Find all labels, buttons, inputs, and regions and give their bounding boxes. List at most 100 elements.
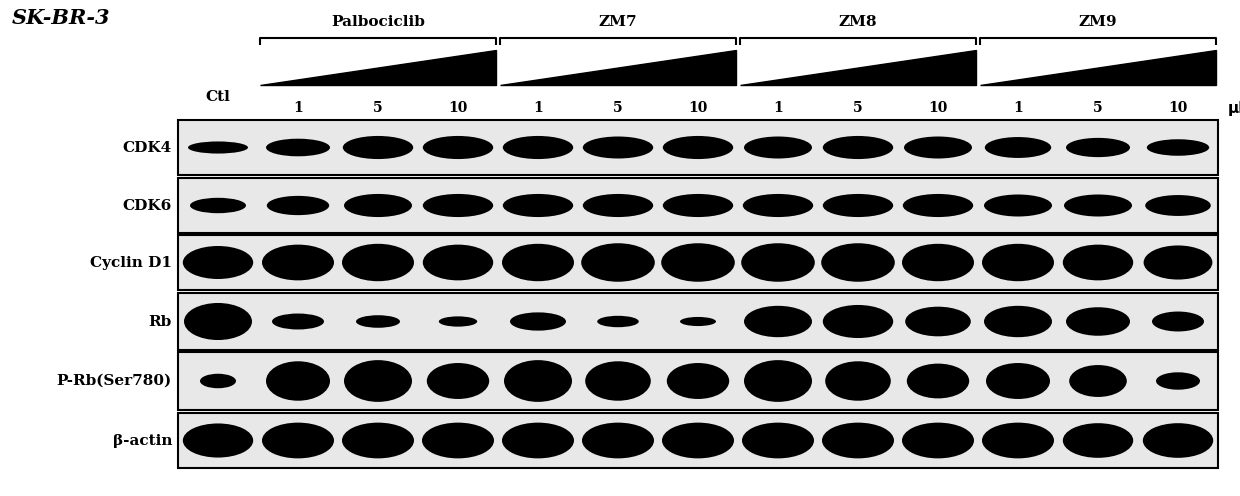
Ellipse shape	[262, 423, 334, 458]
Text: 5: 5	[853, 101, 863, 115]
Text: 10: 10	[688, 101, 708, 115]
Ellipse shape	[742, 423, 813, 458]
Ellipse shape	[662, 423, 734, 458]
Ellipse shape	[343, 194, 412, 217]
Ellipse shape	[423, 194, 494, 217]
Bar	[179, 178, 1218, 233]
Text: P-Rb(Ser780): P-Rb(Ser780)	[57, 374, 172, 388]
Ellipse shape	[1064, 194, 1132, 216]
Bar	[179, 235, 1218, 290]
Ellipse shape	[821, 243, 895, 282]
Text: Palbociclib: Palbociclib	[331, 15, 425, 29]
Ellipse shape	[342, 244, 414, 281]
Ellipse shape	[510, 312, 565, 331]
Text: μM: μM	[1228, 101, 1240, 116]
Ellipse shape	[423, 245, 494, 280]
Ellipse shape	[985, 306, 1052, 337]
Ellipse shape	[744, 306, 812, 337]
Ellipse shape	[582, 243, 655, 282]
Ellipse shape	[182, 424, 253, 457]
Ellipse shape	[744, 136, 812, 159]
Ellipse shape	[262, 245, 334, 280]
Text: SK-BR-3: SK-BR-3	[12, 8, 110, 28]
Ellipse shape	[906, 364, 970, 398]
Ellipse shape	[343, 360, 412, 402]
Text: 5: 5	[614, 101, 622, 115]
Ellipse shape	[356, 315, 401, 328]
Ellipse shape	[903, 194, 973, 217]
Text: 10: 10	[929, 101, 947, 115]
Ellipse shape	[661, 243, 735, 282]
Ellipse shape	[267, 139, 330, 156]
Text: CDK6: CDK6	[123, 198, 172, 212]
Ellipse shape	[422, 423, 494, 458]
Ellipse shape	[267, 196, 329, 215]
Ellipse shape	[200, 374, 236, 388]
Text: ZM9: ZM9	[1079, 15, 1117, 29]
Ellipse shape	[342, 136, 413, 159]
Text: CDK4: CDK4	[123, 140, 172, 154]
Ellipse shape	[905, 307, 971, 336]
Polygon shape	[259, 50, 496, 85]
Bar	[179, 293, 1218, 350]
Text: β-actin: β-actin	[113, 434, 172, 447]
Ellipse shape	[1156, 372, 1200, 390]
Ellipse shape	[667, 363, 729, 399]
Ellipse shape	[1066, 138, 1130, 157]
Text: Cyclin D1: Cyclin D1	[91, 255, 172, 269]
Ellipse shape	[423, 136, 494, 159]
Ellipse shape	[502, 194, 573, 217]
Ellipse shape	[1143, 246, 1213, 280]
Text: 1: 1	[773, 101, 782, 115]
Polygon shape	[500, 50, 737, 85]
Polygon shape	[980, 50, 1216, 85]
Ellipse shape	[583, 136, 653, 159]
Ellipse shape	[822, 423, 894, 458]
Ellipse shape	[982, 244, 1054, 281]
Ellipse shape	[585, 361, 651, 401]
Ellipse shape	[825, 361, 890, 401]
Ellipse shape	[182, 246, 253, 279]
Ellipse shape	[267, 361, 330, 401]
Ellipse shape	[582, 423, 653, 458]
Text: 10: 10	[449, 101, 467, 115]
Ellipse shape	[663, 136, 733, 159]
Ellipse shape	[743, 194, 813, 217]
Ellipse shape	[1069, 365, 1127, 397]
Ellipse shape	[502, 244, 574, 281]
Ellipse shape	[598, 316, 639, 327]
Text: 1: 1	[533, 101, 543, 115]
Ellipse shape	[985, 137, 1052, 158]
Text: Ctl: Ctl	[206, 90, 231, 104]
Ellipse shape	[190, 198, 246, 213]
Ellipse shape	[427, 363, 490, 399]
Ellipse shape	[583, 194, 653, 217]
Ellipse shape	[272, 313, 324, 329]
Ellipse shape	[439, 316, 477, 327]
Bar	[179, 413, 1218, 468]
Ellipse shape	[823, 194, 893, 217]
Ellipse shape	[982, 423, 1054, 458]
Ellipse shape	[1152, 311, 1204, 331]
Ellipse shape	[1146, 195, 1210, 216]
Ellipse shape	[742, 243, 815, 282]
Ellipse shape	[985, 194, 1052, 216]
Bar	[179, 120, 1218, 175]
Ellipse shape	[823, 136, 893, 159]
Polygon shape	[739, 50, 976, 85]
Text: 1: 1	[293, 101, 303, 115]
Bar	[179, 352, 1218, 410]
Ellipse shape	[502, 423, 574, 458]
Ellipse shape	[503, 360, 572, 402]
Ellipse shape	[1063, 423, 1133, 458]
Text: 5: 5	[1094, 101, 1102, 115]
Text: ZM8: ZM8	[838, 15, 878, 29]
Text: ZM7: ZM7	[599, 15, 637, 29]
Ellipse shape	[1147, 139, 1209, 156]
Text: Rb: Rb	[149, 314, 172, 328]
Ellipse shape	[901, 244, 973, 281]
Text: 5: 5	[373, 101, 383, 115]
Ellipse shape	[502, 136, 573, 159]
Ellipse shape	[663, 194, 733, 217]
Ellipse shape	[823, 305, 893, 338]
